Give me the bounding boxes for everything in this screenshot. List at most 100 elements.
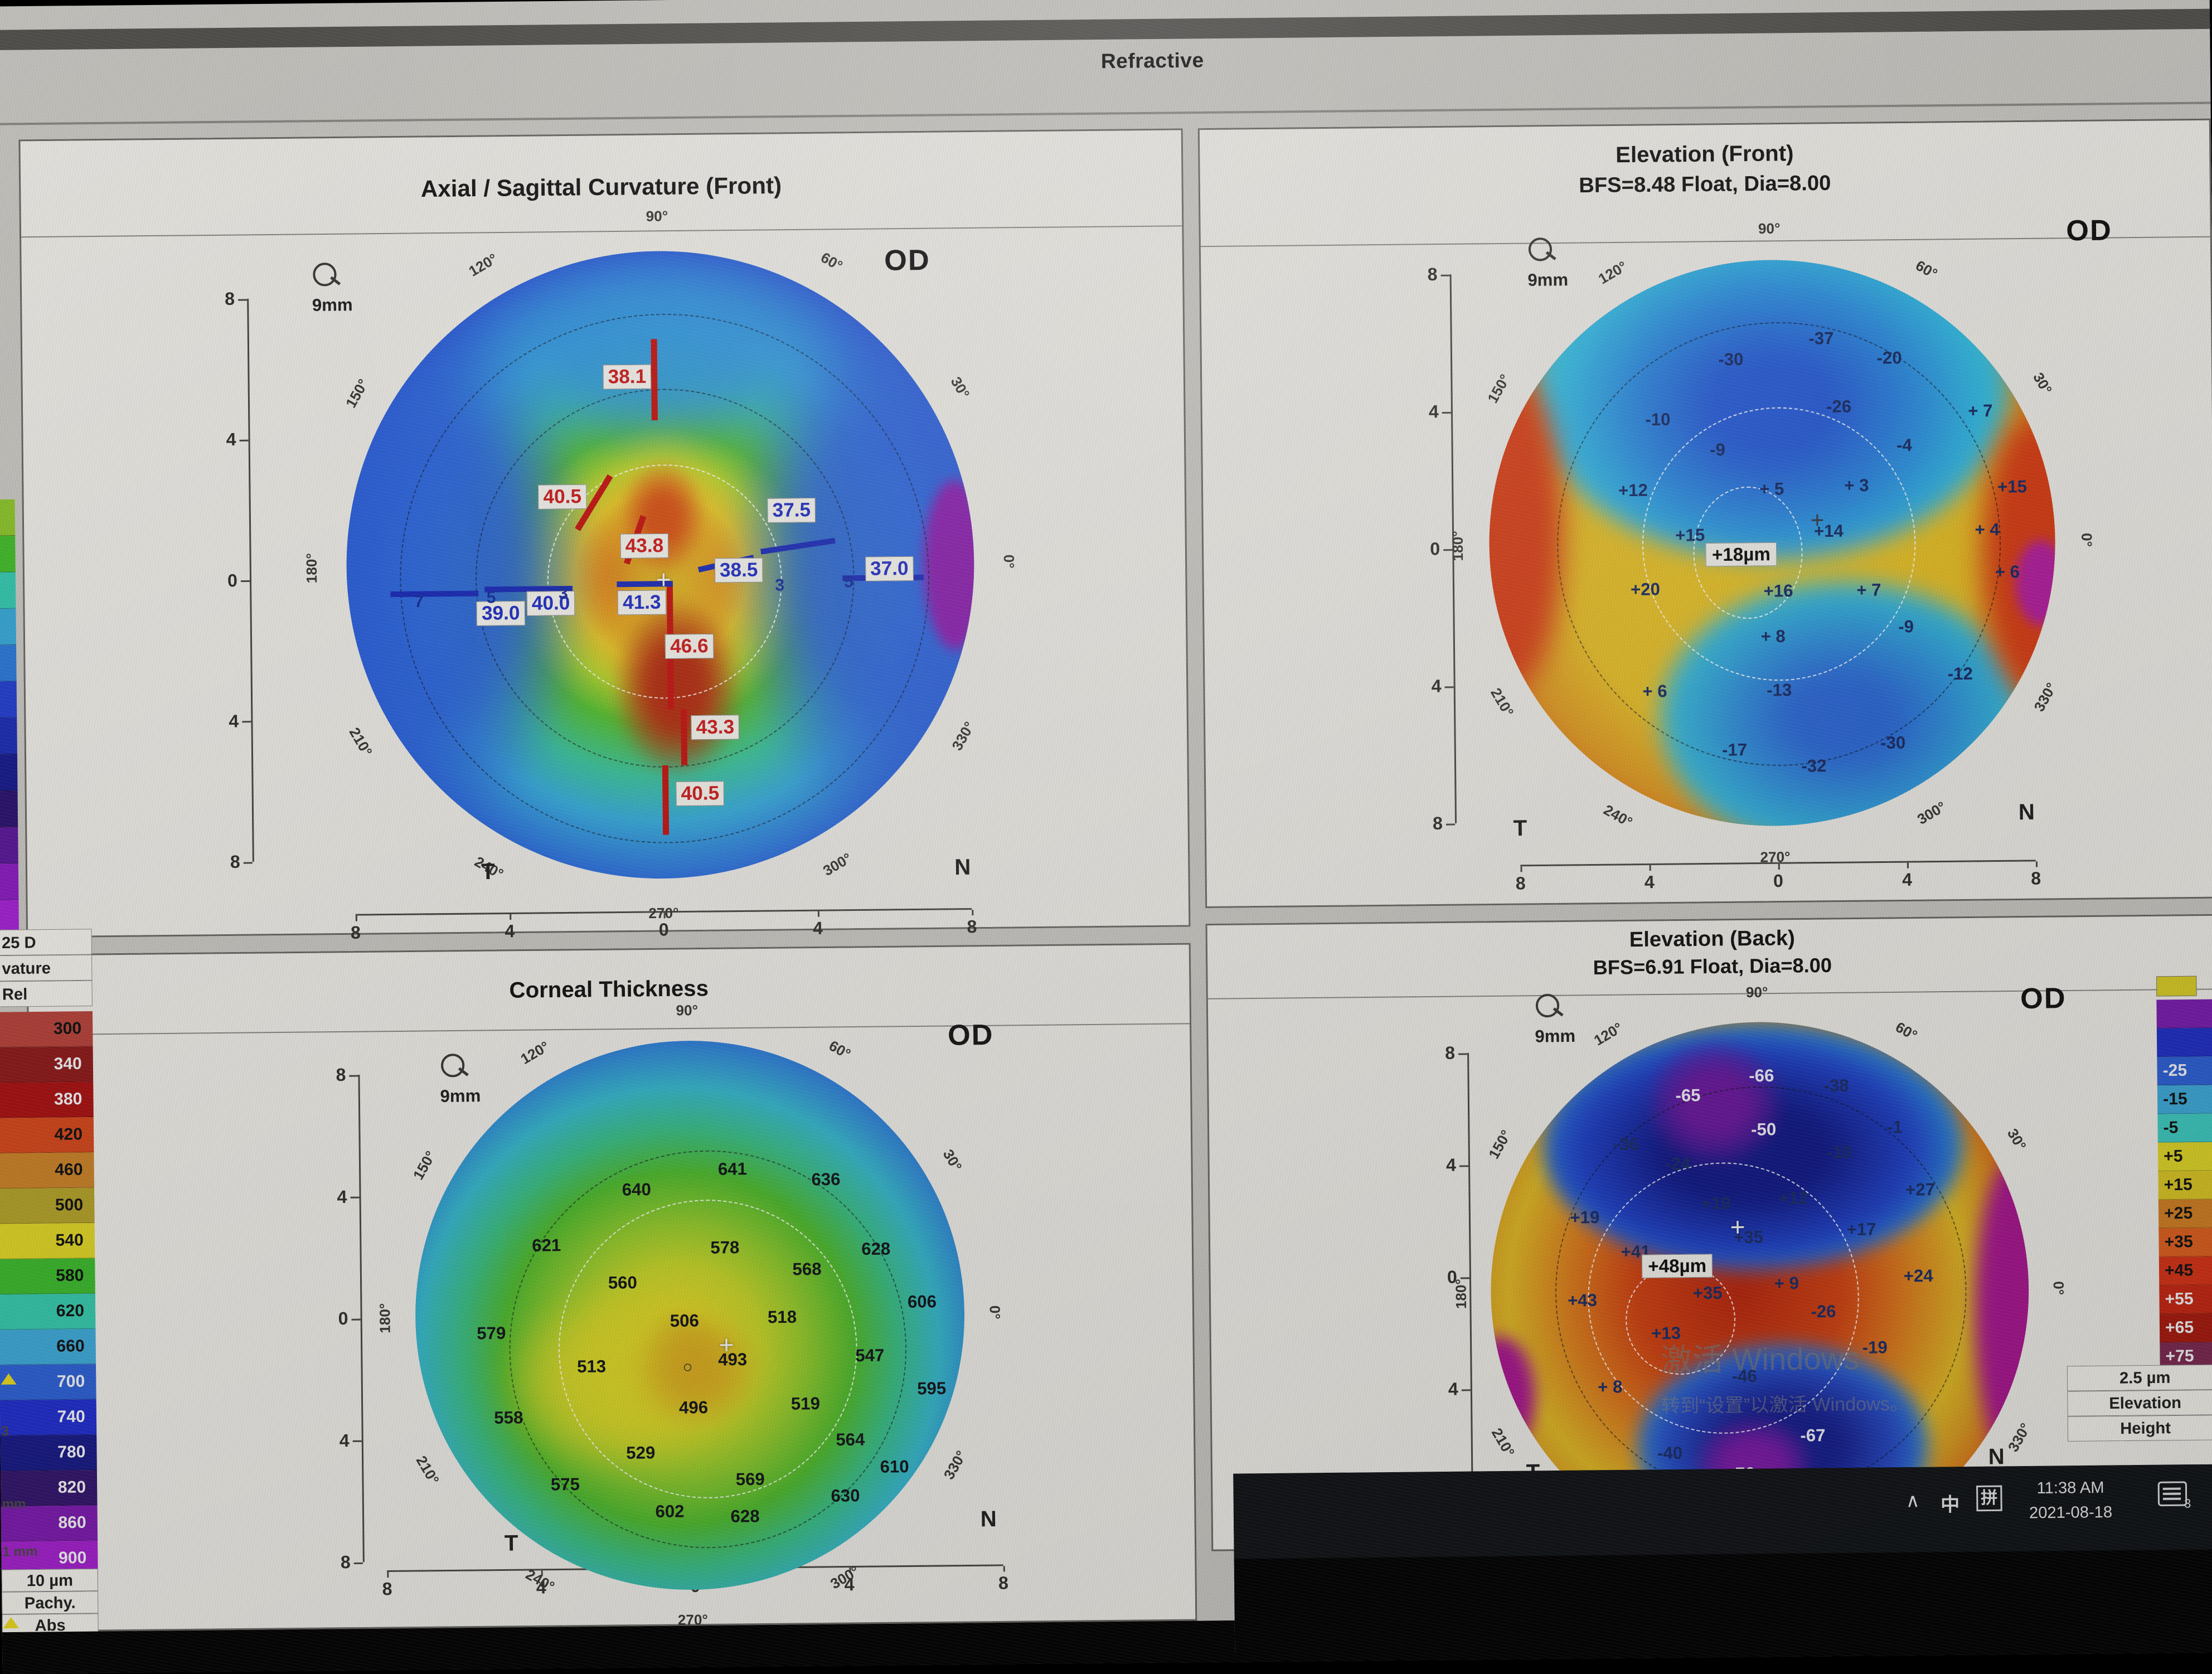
color-scale-segment (0, 536, 16, 572)
color-scale-value: 420 (55, 1125, 83, 1144)
axis-tick-label: 0 (1773, 871, 1783, 891)
axis-tick-label: 0 (659, 919, 669, 940)
map-value-label: 5 (487, 588, 496, 607)
elevation-front-scale-clipped (2156, 976, 2197, 997)
temporal-label: T (505, 1531, 518, 1556)
temporal-label: T (1513, 816, 1527, 841)
color-scale-segment (0, 499, 15, 536)
color-scale-value: +15 (2164, 1176, 2192, 1195)
axis-tick-label: 0 (227, 570, 237, 591)
polar-angle-label: 0° (2078, 533, 2095, 547)
axis-tick-label: 4 (226, 429, 236, 450)
polar-angle-label: 180° (303, 553, 321, 583)
zoom-magnifier-icon[interactable] (313, 263, 337, 287)
polar-angle-label: 30° (2030, 370, 2056, 397)
map-value-label: ○ (682, 1358, 693, 1377)
polar-angle-label: 30° (939, 1147, 966, 1175)
panel-axial-title: Axial / Sagittal Curvature (Front) (20, 130, 1181, 206)
taskbar-time: 11:38 AM (2029, 1476, 2112, 1501)
map-value-label: 628 (861, 1239, 890, 1260)
taskbar-clock[interactable]: 11:38 AM 2021-08-18 (2029, 1476, 2112, 1526)
axis-tick-label: 8 (382, 1579, 392, 1599)
map-value-label: +12 (1618, 481, 1648, 501)
map-value-label: + 9 (1774, 1273, 1799, 1294)
map-value-label: -32 (1801, 756, 1826, 777)
color-scale-segment: +35 (2158, 1227, 2212, 1256)
map-value-label: 40.5 (676, 781, 724, 806)
polar-angle-label: 0° (1000, 555, 1017, 569)
map-value-label: 529 (626, 1443, 655, 1463)
map-value-label: -40 (1657, 1443, 1682, 1464)
color-scale-segment (0, 827, 18, 864)
axis-tick-label: 4 (1429, 401, 1439, 422)
nasal-label: N (2019, 800, 2035, 826)
map-value-label: +12 (1778, 1188, 1808, 1209)
axis-tick-label: 4 (505, 921, 515, 942)
polar-angle-label: 180° (1449, 531, 1467, 561)
axis-tick-label: 4 (229, 711, 239, 731)
zoom-magnifier-icon[interactable] (1536, 994, 1560, 1018)
tray-expand-chevron-icon[interactable]: ∧ (1906, 1489, 1920, 1512)
curvature-scale-clipped (0, 499, 19, 937)
color-scale-segment: 660 (0, 1329, 96, 1365)
map-value-label: +20 (1631, 579, 1660, 600)
color-scale-segment: +45 (2159, 1256, 2212, 1285)
map-value-label: + 8 (1760, 626, 1786, 647)
eye-side-label-od: OD (2066, 214, 2112, 248)
color-scale-segment (2156, 999, 2212, 1028)
map-value-label: 569 (736, 1469, 765, 1490)
map-value-label: -30 (1718, 350, 1743, 370)
panel-elevation-front: Elevation (Front) BFS=8.48 Float, Dia=8.… (1198, 119, 2212, 908)
color-scale-value: +75 (2165, 1347, 2194, 1366)
axis-tick-label: 8 (341, 1552, 351, 1573)
zoom-magnifier-icon[interactable] (1529, 237, 1553, 261)
map-value-label: + 7 (1856, 580, 1881, 600)
color-scale-value: 500 (55, 1196, 84, 1215)
ime-language-indicator[interactable]: 中 (1941, 1489, 1960, 1517)
zoom-magnifier-icon[interactable] (441, 1054, 465, 1078)
map-value-label: 636 (811, 1170, 840, 1190)
color-scale-segment: +65 (2160, 1313, 2212, 1342)
polar-angle-label: 210° (413, 1453, 443, 1487)
scale-footer-label: Elevation (2067, 1390, 2212, 1416)
map-value-label: 640 (622, 1180, 651, 1200)
panel-thickness-title: Corneal Thickness (28, 945, 1189, 1008)
scale-footer-label: Rel (0, 981, 93, 1007)
map-value-label: 37.5 (767, 498, 816, 523)
map-value-label: 519 (791, 1394, 820, 1414)
color-scale-value: 620 (56, 1302, 85, 1321)
color-scale-value: +65 (2165, 1318, 2194, 1338)
zoom-diameter-label: 9mm (312, 295, 353, 316)
polar-angle-label: 90° (646, 208, 668, 226)
polar-angle-label: 330° (940, 1448, 971, 1482)
ime-mode-indicator[interactable]: 拼 (1976, 1486, 2002, 1512)
map-value-label: + 3 (1844, 475, 1869, 496)
polar-angle-label: 180° (376, 1303, 394, 1333)
color-scale-segment: 340 (0, 1046, 93, 1083)
scale-footer-label: vature (0, 955, 92, 982)
map-value-label: -26 (1811, 1302, 1836, 1322)
color-scale-value: +45 (2165, 1261, 2193, 1280)
polar-angle-label: 270° (1760, 848, 1790, 866)
map-value-label: +27 (1905, 1180, 1935, 1200)
polar-angle-label: 30° (2004, 1125, 2030, 1153)
map-value-label: -50 (1751, 1119, 1776, 1140)
zoom-diameter-label: 9mm (1535, 1026, 1575, 1047)
polar-angle-label: 90° (1746, 984, 1768, 1002)
map-value-label: 513 (577, 1356, 606, 1377)
color-scale-value: +5 (2164, 1147, 2183, 1166)
map-value-label: -30 (1880, 732, 1905, 753)
polar-angle-label: 120° (466, 250, 501, 280)
yellow-marker-icon (1, 1374, 16, 1385)
color-scale-value: -5 (2163, 1118, 2178, 1137)
axis-tick-label: 8 (967, 916, 977, 937)
map-value-label: -9 (1898, 617, 1914, 637)
color-scale-segment (0, 718, 17, 755)
notification-center-icon[interactable] (2158, 1481, 2187, 1506)
map-value-label: 628 (730, 1506, 759, 1527)
axis-tick-label: 4 (339, 1430, 350, 1450)
clipped-left-text-fragment: 3 (1, 1424, 9, 1439)
